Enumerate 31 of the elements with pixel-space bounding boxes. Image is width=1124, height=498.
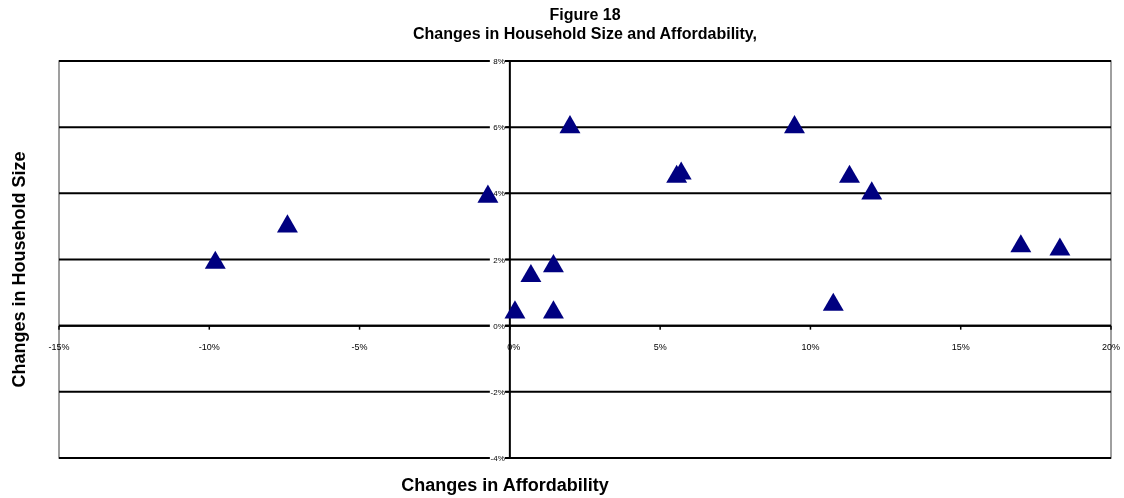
- x-tick-label: -10%: [198, 341, 220, 352]
- y-axis-title: Changes in Household Size: [9, 151, 29, 388]
- x-tick-label: 5%: [653, 341, 667, 352]
- y-tick-label: 0%: [493, 321, 505, 331]
- y-tick-label: 4%: [493, 189, 505, 199]
- y-tick-label: -2%: [490, 387, 505, 397]
- point: [504, 300, 526, 319]
- point: [204, 250, 226, 269]
- point: [861, 181, 883, 200]
- y-tick-label: 6%: [493, 123, 505, 133]
- point: [276, 214, 298, 233]
- x-tick-label: 15%: [951, 341, 970, 352]
- point: [1010, 234, 1032, 253]
- chart-subtitle: Changes in Household Size and Affordability,: [412, 25, 758, 42]
- point: [784, 115, 805, 134]
- point: [822, 292, 844, 311]
- point: [542, 254, 564, 273]
- x-axis-title: Changes in Affordability: [401, 475, 609, 495]
- x-tick-label: 10%: [801, 341, 820, 352]
- x-tick-label: 20%: [1101, 341, 1121, 352]
- point: [839, 164, 860, 183]
- y-tick-label: 8%: [493, 57, 505, 66]
- y-tick-label: 2%: [493, 255, 505, 265]
- x-tick-label: -5%: [351, 341, 368, 352]
- chart-title: Figure 18: [549, 6, 621, 23]
- y-tick-label: -4%: [490, 454, 505, 463]
- point: [559, 115, 581, 134]
- point: [542, 300, 564, 319]
- point: [1049, 237, 1071, 256]
- x-tick-label: -15%: [48, 341, 70, 352]
- point: [520, 263, 542, 283]
